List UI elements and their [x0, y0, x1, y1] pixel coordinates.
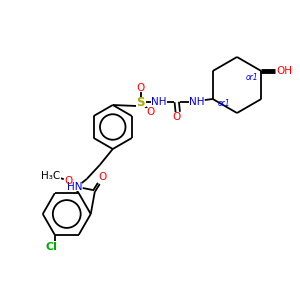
- Text: NH: NH: [189, 97, 205, 107]
- Text: NH: NH: [151, 97, 167, 107]
- Text: H₃C: H₃C: [41, 171, 60, 181]
- Text: Cl: Cl: [46, 242, 58, 252]
- Text: O: O: [147, 107, 155, 117]
- Text: HN: HN: [67, 182, 83, 192]
- FancyBboxPatch shape: [190, 98, 204, 106]
- FancyBboxPatch shape: [98, 173, 108, 181]
- Text: OH: OH: [276, 66, 292, 76]
- Text: or1: or1: [218, 98, 230, 107]
- Text: O: O: [99, 172, 107, 182]
- FancyBboxPatch shape: [68, 183, 82, 191]
- FancyBboxPatch shape: [64, 177, 74, 185]
- FancyBboxPatch shape: [45, 243, 59, 251]
- FancyBboxPatch shape: [172, 113, 182, 121]
- FancyBboxPatch shape: [152, 98, 166, 106]
- FancyBboxPatch shape: [146, 108, 156, 116]
- FancyBboxPatch shape: [136, 97, 146, 107]
- FancyBboxPatch shape: [277, 67, 291, 75]
- Text: O: O: [172, 112, 181, 122]
- Text: O: O: [136, 83, 145, 93]
- Text: or1: or1: [246, 74, 259, 82]
- FancyBboxPatch shape: [41, 172, 61, 180]
- Text: S: S: [136, 95, 145, 109]
- Text: O: O: [64, 176, 73, 186]
- FancyBboxPatch shape: [136, 84, 146, 92]
